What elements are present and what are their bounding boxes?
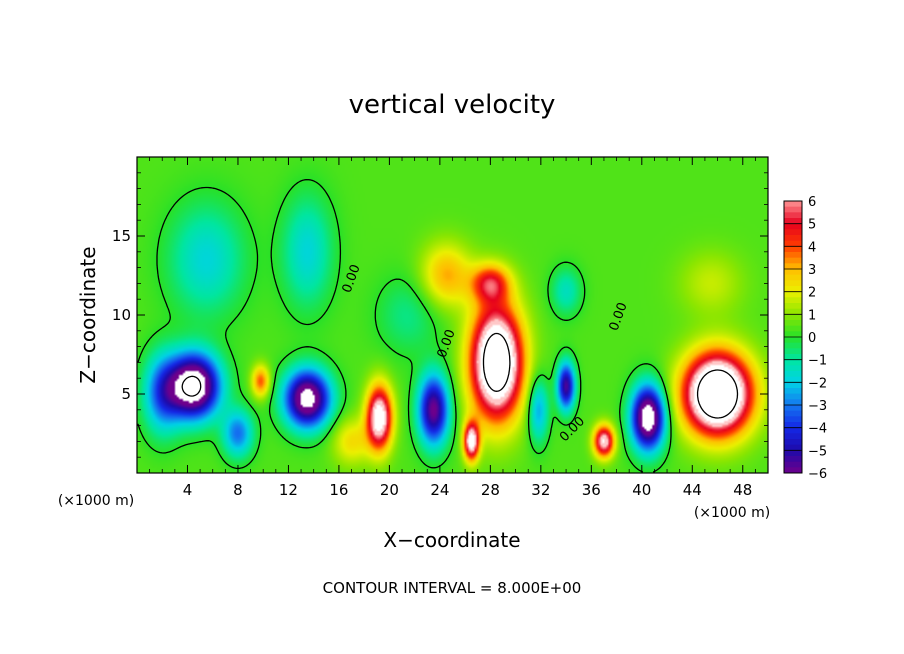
colorbar-swatch xyxy=(784,280,802,287)
colorbar-swatch xyxy=(784,257,802,264)
y-axis-title: Z−coordinate xyxy=(76,246,100,383)
colorbar-tick-label: −6 xyxy=(808,467,827,482)
x-axis-unit-left: (×1000 m) xyxy=(58,493,134,509)
colorbar-swatch xyxy=(784,382,802,389)
colorbar-swatch xyxy=(784,433,802,440)
colorbar-swatch xyxy=(784,348,802,355)
colorbar-swatch xyxy=(784,399,802,406)
colorbar-swatch xyxy=(784,450,802,457)
colorbar-swatch xyxy=(784,393,802,400)
colorbar-swatch xyxy=(784,410,802,417)
colorbar-swatch xyxy=(784,303,802,310)
colorbar-tick-label: 1 xyxy=(808,308,816,323)
colorbar-swatch xyxy=(784,376,802,383)
colorbar-swatch xyxy=(784,286,802,293)
colorbar-tick-label: −1 xyxy=(808,354,827,369)
x-tick-label: 28 xyxy=(481,481,500,499)
colorbar-swatch xyxy=(784,337,802,344)
colorbar-swatch xyxy=(784,388,802,395)
colorbar-tick-label: 0 xyxy=(808,331,816,346)
colorbar-swatch xyxy=(784,467,802,474)
colorbar-swatch xyxy=(784,320,802,327)
plot-area: 0.000.000.000.00 xyxy=(136,156,769,474)
x-tick-label: 12 xyxy=(279,481,298,499)
x-tick-label: 16 xyxy=(329,481,348,499)
x-tick-label: 8 xyxy=(233,481,243,499)
colorbar-swatch xyxy=(784,246,802,253)
y-tick-label: 10 xyxy=(112,306,131,324)
x-tick-label: 36 xyxy=(582,481,601,499)
colorbar-swatch xyxy=(784,269,802,276)
colorbar-swatch xyxy=(784,206,802,213)
colorbar: 6 5 4 3 2 1 0 −1 −2 −3 −4 −5 −6 xyxy=(783,195,827,482)
x-tick-label: 40 xyxy=(632,481,651,499)
colorbar-tick-label: 2 xyxy=(808,286,816,301)
colorbar-swatch xyxy=(784,456,802,463)
x-tick-label: 20 xyxy=(380,481,399,499)
contour-line xyxy=(482,332,739,419)
chart-title: vertical velocity xyxy=(349,90,556,120)
colorbar-tick-label: 6 xyxy=(808,195,816,210)
colorbar-swatch xyxy=(784,314,802,321)
x-tick-label: 32 xyxy=(531,481,550,499)
colorbar-swatch xyxy=(784,218,802,225)
colorbar-swatch xyxy=(784,240,802,247)
colorbar-swatch xyxy=(784,291,802,298)
x-tick-label: 4 xyxy=(183,481,193,499)
y-tick-label: 5 xyxy=(121,385,131,403)
colorbar-tick-label: −5 xyxy=(808,444,827,459)
colorbar-swatch xyxy=(784,201,802,208)
colorbar-swatch xyxy=(784,427,802,434)
colorbar-swatch xyxy=(784,444,802,451)
contour-line xyxy=(137,178,672,473)
x-axis-unit-right: (×1000 m) xyxy=(694,505,770,521)
colorbar-tick-label: 4 xyxy=(808,240,816,255)
colorbar-tick-label: 5 xyxy=(808,218,816,233)
colorbar-swatch xyxy=(784,331,802,338)
colorbar-swatch xyxy=(784,235,802,242)
colorbar-swatch xyxy=(784,325,802,332)
colorbar-swatch xyxy=(784,252,802,259)
x-axis: 4 8 12 16 20 24 28 32 36 40 44 48 xyxy=(149,157,756,499)
heatmap-field xyxy=(137,157,768,473)
contour-line-negative xyxy=(181,375,202,397)
colorbar-swatch xyxy=(784,354,802,361)
colorbar-swatch xyxy=(784,416,802,423)
colorbar-swatch xyxy=(784,274,802,281)
colorbar-swatch xyxy=(784,342,802,349)
colorbar-swatch xyxy=(784,461,802,468)
colorbar-swatch xyxy=(784,371,802,378)
colorbar-swatch xyxy=(784,308,802,315)
colorbar-swatch xyxy=(784,365,802,372)
x-axis-title: X−coordinate xyxy=(383,528,520,552)
colorbar-tick-label: −3 xyxy=(808,399,827,414)
y-tick-label: 15 xyxy=(112,227,131,245)
x-tick-label: 48 xyxy=(733,481,752,499)
colorbar-swatch xyxy=(784,359,802,366)
colorbar-swatch xyxy=(784,263,802,270)
colorbar-swatch xyxy=(784,212,802,219)
x-tick-label: 44 xyxy=(683,481,702,499)
colorbar-swatch xyxy=(784,405,802,412)
colorbar-tick-label: −4 xyxy=(808,422,827,437)
colorbar-tick-label: −2 xyxy=(808,376,827,391)
colorbar-tick-label: 3 xyxy=(808,263,816,278)
colorbar-swatch xyxy=(784,223,802,230)
x-tick-label: 24 xyxy=(430,481,449,499)
colorbar-swatch xyxy=(784,229,802,236)
y-axis: 5 10 15 xyxy=(112,172,768,458)
colorbar-swatch xyxy=(784,297,802,304)
colorbar-swatch xyxy=(784,422,802,429)
colorbar-swatch xyxy=(784,439,802,446)
contour-interval-note: CONTOUR INTERVAL = 8.000E+00 xyxy=(323,579,582,597)
